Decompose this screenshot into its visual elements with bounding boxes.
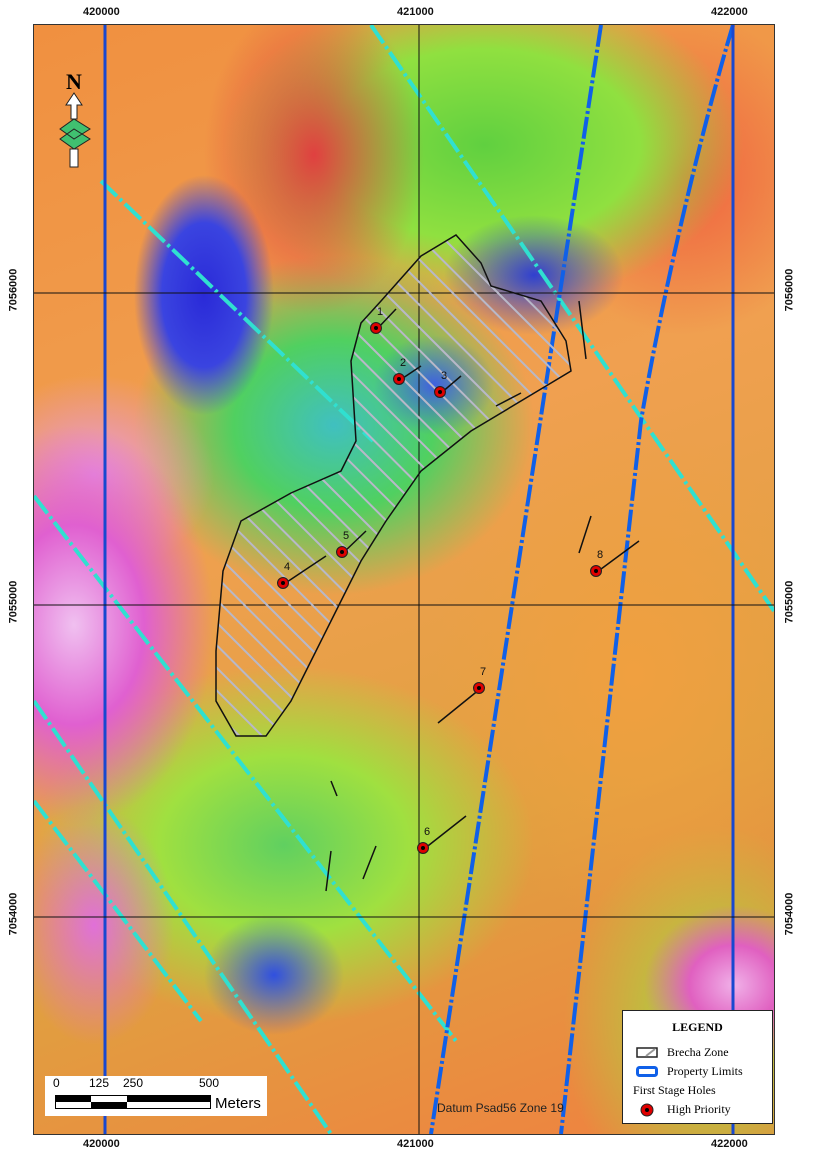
drill-hole-label: 3 [441, 370, 448, 382]
legend-label: Property Limits [667, 1064, 743, 1078]
drill-hole-label: 8 [597, 549, 604, 561]
north-arrow: N [56, 69, 96, 169]
x-tick-top: 422000 [711, 6, 748, 18]
y-tick-left: 7056000 [7, 268, 20, 312]
drill-hole-marker[interactable] [336, 546, 348, 558]
legend-label: First Stage Holes [633, 1083, 716, 1097]
y-tick-right: 7056000 [783, 268, 796, 312]
map-canvas[interactable]: N [33, 24, 775, 1135]
property-limit-line [429, 25, 603, 1134]
blue-line-icon [635, 1066, 658, 1077]
x-tick-bottom: 422000 [711, 1138, 748, 1150]
drill-hole-label: 4 [284, 561, 291, 573]
y-tick-right: 7054000 [783, 892, 796, 936]
drill-hole-marker[interactable] [473, 682, 485, 694]
north-arrow-icon [59, 92, 91, 168]
drill-hole-label: 6 [424, 826, 431, 838]
y-tick-left: 7055000 [7, 580, 20, 624]
red-dot-icon [640, 1103, 653, 1116]
y-tick-right: 7055000 [783, 580, 796, 624]
scale-label: 125 [89, 1076, 110, 1090]
drill-hole-marker[interactable] [370, 322, 382, 334]
legend: LEGEND Brecha Zone Property Limits First… [622, 1010, 773, 1124]
legend-title: LEGEND [672, 1020, 723, 1034]
scale-label: 250 [123, 1076, 144, 1090]
drill-hole-marker[interactable] [417, 842, 429, 854]
north-label: N [66, 69, 82, 94]
scale-unit: Meters [215, 1095, 261, 1112]
drill-hole-label: 5 [343, 530, 350, 542]
drill-hole-marker[interactable] [434, 386, 446, 398]
drill-hole-label: 1 [377, 306, 384, 318]
fault-line [99, 179, 375, 443]
x-tick-top: 421000 [397, 6, 434, 18]
y-tick-left: 7054000 [7, 892, 20, 936]
datum-label: Datum Psad56 Zone 19 [437, 1101, 564, 1115]
legend-item-brecha: Brecha Zone [623, 1043, 772, 1062]
property-limit-line [559, 25, 735, 1134]
drill-hole-marker[interactable] [277, 577, 289, 589]
x-tick-bottom: 421000 [397, 1138, 434, 1150]
drill-hole-label: 2 [400, 357, 407, 369]
legend-item-high-priority: High Priority [623, 1100, 772, 1119]
scale-label: 500 [199, 1076, 220, 1090]
scale-label: 0 [53, 1076, 60, 1090]
scale-bar-graphic [55, 1095, 211, 1109]
scale-bar: 0 125 250 500 Meters [45, 1076, 267, 1116]
x-tick-top: 420000 [83, 6, 120, 18]
fault-line [34, 699, 333, 1134]
fault-line [34, 799, 203, 1023]
drill-hole-label: 7 [480, 666, 487, 678]
hatched-polygon-icon [635, 1047, 658, 1058]
fault-line [369, 25, 774, 613]
brecha-zone [215, 234, 572, 737]
legend-label: Brecha Zone [667, 1045, 729, 1059]
legend-group-label: First Stage Holes [623, 1081, 772, 1100]
drill-hole-marker[interactable] [393, 373, 405, 385]
x-tick-bottom: 420000 [83, 1138, 120, 1150]
map-overlay [34, 25, 774, 1134]
legend-label: High Priority [667, 1102, 731, 1116]
legend-item-property: Property Limits [623, 1062, 772, 1081]
drill-hole-marker[interactable] [590, 565, 602, 577]
